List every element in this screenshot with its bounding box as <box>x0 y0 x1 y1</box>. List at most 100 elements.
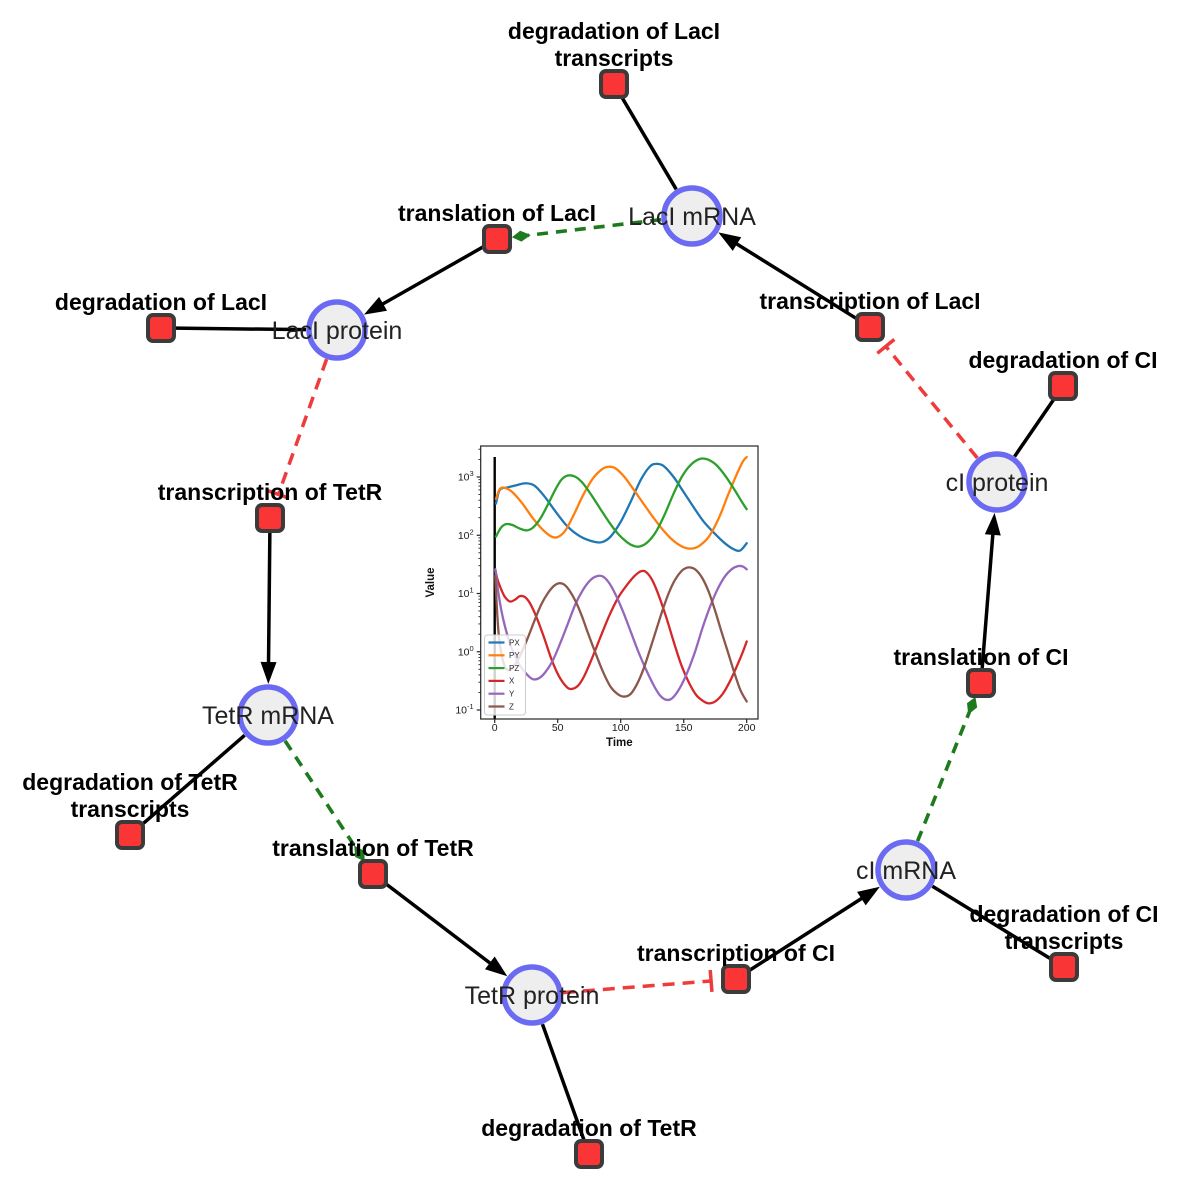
inhibitor-tbar-icon <box>876 338 896 355</box>
edge-tx_ci-ci_mrna <box>747 886 880 973</box>
reaction-square <box>115 820 145 850</box>
x-tick-label: 50 <box>552 722 564 734</box>
product-arrowhead-icon <box>484 956 508 977</box>
y-tick-label: 102 <box>458 527 474 542</box>
reaction-square <box>146 313 176 343</box>
product-edge-line <box>266 532 272 666</box>
series-curve-X <box>494 568 748 705</box>
reaction-label-deg_ci_tr: degradation of CI transcripts <box>969 901 1158 954</box>
edge-transl_tetr-tetr_protein <box>383 881 508 977</box>
reaction-node-tx_ci <box>721 964 751 994</box>
edge-ci_protein-deg_ci <box>1013 397 1056 458</box>
reaction-square <box>358 859 388 889</box>
x-tick-label: 200 <box>738 722 756 734</box>
reaction-square <box>1048 371 1078 401</box>
product-arrowhead-icon <box>718 232 742 251</box>
species-circle <box>875 839 937 901</box>
species-circle <box>501 964 563 1026</box>
reactant-edge-line <box>175 326 307 332</box>
reaction-square <box>1049 952 1079 982</box>
series-curve-PZ <box>494 457 748 548</box>
edge-laci_mrna-deg_laci_tr <box>620 96 678 191</box>
reaction-node-deg_ci_tr <box>1049 952 1079 982</box>
reactant-edge-line <box>620 96 678 191</box>
reaction-square <box>482 224 512 254</box>
edge-laci_mrna-transl_laci <box>511 217 662 242</box>
legend-label-Y: Y <box>509 690 515 699</box>
edge-ci_protein-tx_laci <box>876 338 979 460</box>
product-edge-line <box>980 531 995 669</box>
reaction-square <box>599 69 629 99</box>
reaction-node-deg_ci <box>1048 371 1078 401</box>
reaction-node-deg_laci <box>146 313 176 343</box>
species-label-ci_mrna: cI mRNA <box>856 857 956 885</box>
y-axis-label: Value <box>425 567 437 597</box>
x-tick-label: 0 <box>492 722 498 734</box>
series-curve-PX <box>494 462 748 552</box>
product-arrowhead-icon <box>857 886 880 906</box>
inhibitor-edge-line <box>562 979 712 995</box>
inhibitor-tbar-icon <box>267 489 290 500</box>
species-circle <box>306 299 368 361</box>
product-edge-line <box>733 240 859 321</box>
product-edge-line <box>383 881 494 967</box>
inhibitor-tbar-icon <box>708 969 714 993</box>
modifier-arrowhead-icon <box>354 845 365 862</box>
inhibitor-edge-line <box>276 358 329 496</box>
edge-ci_mrna-transl_ci <box>915 696 978 842</box>
reactant-edge-line <box>1013 397 1056 458</box>
legend-label-PX: PX <box>509 638 520 647</box>
label-layer: LacI mRNA LacI protein TetR mRNA TetR prote… <box>22 18 1158 1141</box>
reaction-node-deg_laci_tr <box>599 69 629 99</box>
product-edge-line <box>747 895 865 973</box>
y-tick-label: 103 <box>458 469 474 484</box>
modifier-arrowhead-icon <box>511 230 531 242</box>
product-arrowhead-icon <box>260 661 277 685</box>
product-arrowhead-icon <box>984 512 1001 536</box>
inset-timeseries-chart: 0 50 100 150 20010310210110010-1TimeValuePXP… <box>425 445 759 749</box>
legend-label-PZ: PZ <box>509 664 519 673</box>
edge-tetr_protein-deg_tetr <box>540 1023 586 1141</box>
edge-tx_tetr-tetr_mrna <box>260 532 277 685</box>
legend-label-X: X <box>509 677 515 686</box>
edge-laci_protein-tx_tetr <box>267 358 329 500</box>
reactant-edge-line <box>140 734 246 827</box>
edge-tetr_mrna-transl_tetr <box>283 739 365 862</box>
species-node-laci_protein <box>306 299 368 361</box>
species-label-laci_protein: LacI protein <box>272 317 403 345</box>
reaction-node-deg_tetr <box>574 1139 604 1169</box>
modifier-edge-line <box>527 217 662 238</box>
reaction-label-tx_laci: transcription of LacI <box>759 288 980 314</box>
series-curve-PY <box>494 455 748 550</box>
species-circle <box>237 684 299 746</box>
reaction-node-deg_tetr_tr <box>115 820 145 850</box>
species-node-laci_mrna <box>661 185 723 247</box>
modifier-edge-line <box>915 711 972 842</box>
x-tick-label: 150 <box>675 722 693 734</box>
species-node-ci_protein <box>966 451 1028 513</box>
species-label-ci_protein: cI protein <box>946 469 1049 497</box>
y-tick-label: 101 <box>458 586 474 601</box>
edge-ci_mrna-deg_ci_tr <box>931 884 1053 961</box>
product-arrowhead-icon <box>363 296 388 315</box>
modifier-edge-line <box>283 739 358 850</box>
reaction-label-deg_tetr_tr: degradation of TetR transcripts <box>22 769 238 822</box>
y-tick-label: 10-1 <box>455 702 473 717</box>
reaction-square <box>721 964 751 994</box>
species-node-tetr_mrna <box>237 684 299 746</box>
x-axis-label: Time <box>606 737 633 749</box>
legend-label-PY: PY <box>509 651 520 660</box>
edge-transl_laci-laci_protein <box>363 244 485 315</box>
plot-frame <box>480 445 759 720</box>
reaction-label-deg_laci_tr: degradation of LacI transcripts <box>508 18 720 71</box>
edge-tetr_mrna-deg_tetr_tr <box>140 734 246 827</box>
edge-layer <box>140 96 1056 1141</box>
reaction-node-transl_laci <box>482 224 512 254</box>
reactant-edge-line <box>540 1023 586 1141</box>
reaction-square <box>855 312 885 342</box>
x-tick-label: 100 <box>612 722 630 734</box>
reaction-square <box>255 503 285 533</box>
reaction-node-transl_ci <box>966 668 996 698</box>
reaction-square <box>574 1139 604 1169</box>
